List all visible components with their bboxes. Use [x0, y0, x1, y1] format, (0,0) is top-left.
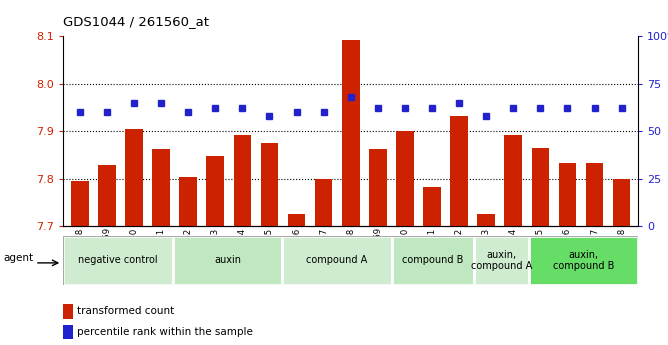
Bar [558, 163, 576, 226]
Bar [342, 40, 359, 226]
Bar [474, 236, 528, 285]
Bar [261, 143, 278, 226]
Bar [63, 325, 73, 339]
Text: percentile rank within the sample: percentile rank within the sample [77, 327, 253, 337]
Bar [391, 236, 474, 285]
Bar [424, 187, 441, 226]
Bar [125, 129, 143, 226]
Bar [283, 236, 391, 285]
Bar [528, 236, 638, 285]
Bar [152, 149, 170, 226]
Text: negative control: negative control [78, 256, 158, 265]
Bar [315, 179, 333, 226]
Bar [179, 177, 197, 226]
Bar [63, 304, 73, 319]
Bar [288, 214, 305, 226]
Bar [206, 156, 224, 226]
Text: agent: agent [3, 253, 33, 263]
Text: compound A: compound A [307, 256, 367, 265]
Bar [369, 149, 387, 226]
Bar [532, 148, 549, 226]
Bar [63, 236, 173, 285]
Bar [586, 163, 603, 226]
Bar [396, 131, 413, 226]
Bar [234, 135, 251, 226]
Bar [504, 135, 522, 226]
Text: transformed count: transformed count [77, 306, 175, 316]
Text: auxin: auxin [214, 256, 241, 265]
Bar [98, 165, 116, 226]
Text: auxin,
compound B: auxin, compound B [552, 250, 614, 271]
Bar [450, 116, 468, 226]
Text: auxin,
compound A: auxin, compound A [470, 250, 532, 271]
Bar [613, 179, 631, 226]
Bar [478, 214, 495, 226]
Bar [71, 181, 89, 226]
Text: GDS1044 / 261560_at: GDS1044 / 261560_at [63, 16, 210, 29]
Bar [173, 236, 283, 285]
Text: compound B: compound B [402, 256, 464, 265]
